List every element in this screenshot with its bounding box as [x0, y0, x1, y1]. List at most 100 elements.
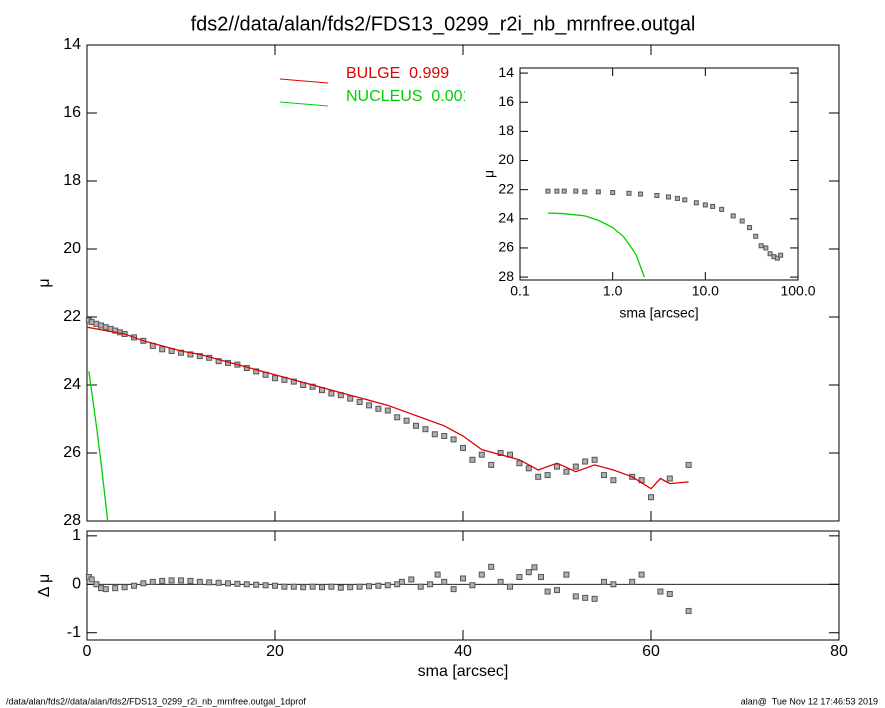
x-tick-label: 100.0: [780, 283, 815, 299]
y-tick-label: 18: [63, 172, 81, 189]
data-point: [375, 405, 382, 412]
data-point: [168, 577, 175, 584]
y-tick-label: 26: [63, 444, 81, 461]
legend-line: [279, 101, 329, 107]
data-point: [545, 188, 551, 194]
x-tick-label: 60: [642, 643, 660, 660]
y-tick-label: 18: [498, 122, 514, 138]
data-point: [516, 460, 523, 467]
data-point: [427, 581, 434, 588]
data-point: [582, 458, 589, 465]
data-point: [582, 594, 589, 601]
data-point: [778, 252, 784, 258]
legend-label: BULGE 0.999: [346, 65, 449, 82]
data-point: [328, 390, 335, 397]
data-point: [375, 582, 382, 589]
data-point: [253, 368, 260, 375]
data-point: [290, 378, 297, 385]
y-tick-label: 20: [63, 240, 81, 257]
data-point: [629, 578, 636, 585]
data-point: [366, 402, 372, 409]
data-point: [309, 383, 316, 390]
data-point: [337, 584, 344, 591]
data-point: [300, 584, 307, 591]
data-point: [497, 450, 504, 456]
data-point: [309, 583, 316, 590]
data-point: [525, 465, 532, 472]
chart-title: fds2//data/alan/fds2/FDS13_0299_r2i_nb_m…: [191, 13, 696, 35]
data-point: [582, 189, 588, 195]
data-point: [149, 578, 156, 585]
data-point: [187, 577, 194, 584]
y-axis-label: Δ μ: [36, 574, 53, 597]
data-point: [531, 564, 538, 571]
y-tick-label: 14: [63, 36, 81, 53]
data-point: [215, 579, 222, 586]
data-point: [666, 475, 673, 482]
x-tick-label: 40: [454, 643, 472, 660]
data-point: [610, 581, 617, 588]
data-point: [469, 582, 476, 589]
data-point: [666, 590, 673, 597]
data-point: [469, 456, 476, 463]
data-point: [178, 577, 184, 584]
y-tick-label: 26: [498, 239, 514, 255]
data-point: [648, 494, 654, 501]
x-tick-label: 10.0: [692, 283, 719, 299]
data-point: [450, 436, 457, 443]
x-tick-label: 0: [83, 643, 92, 660]
data-point: [460, 575, 466, 582]
data-point: [290, 583, 297, 590]
data-point: [206, 579, 213, 586]
data-point: [102, 586, 109, 593]
data-point: [595, 189, 601, 195]
data-point: [272, 582, 278, 589]
y-tick-label: 28: [498, 268, 514, 284]
data-point: [196, 353, 203, 360]
x-axis-label: sma [arcsec]: [418, 663, 509, 680]
x-tick-label: 80: [830, 643, 848, 660]
data-point: [719, 206, 725, 212]
data-point: [243, 581, 250, 588]
data-point: [434, 571, 441, 578]
data-point: [234, 580, 241, 587]
y-tick-label: 14: [498, 64, 514, 80]
x-tick-label: 1.0: [603, 283, 623, 299]
data-point: [93, 581, 100, 588]
data-point: [441, 433, 448, 439]
data-point: [347, 584, 354, 591]
y-tick-label: 20: [498, 151, 514, 167]
data-point: [753, 233, 759, 239]
x-tick-label: 0.1: [510, 283, 530, 299]
data-point: [610, 477, 617, 484]
y-tick-label: -1: [67, 624, 81, 641]
legend-line: [279, 78, 329, 84]
data-point: [112, 585, 119, 592]
data-point: [665, 194, 671, 200]
y-tick-label: 0: [72, 576, 81, 593]
y-tick-label: 16: [63, 104, 81, 121]
data-point: [710, 203, 716, 209]
data-point: [685, 461, 692, 468]
data-point: [187, 351, 194, 358]
y-tick-label: 22: [498, 180, 514, 196]
data-point: [497, 578, 504, 585]
data-point: [140, 580, 147, 587]
x-tick-label: 20: [266, 643, 284, 660]
data-point: [601, 472, 607, 479]
data-point: [196, 578, 203, 585]
data-point: [747, 225, 753, 231]
data-point: [554, 463, 560, 470]
data-point: [366, 583, 372, 590]
y-tick-label: 24: [63, 376, 81, 393]
data-point: [739, 218, 745, 224]
data-point: [544, 588, 551, 595]
data-point: [763, 245, 769, 251]
data-point: [654, 192, 660, 198]
data-point: [544, 472, 551, 479]
series-line: [547, 212, 646, 278]
x-axis-label: sma [arcsec]: [619, 305, 698, 321]
y-axis-label: μ: [481, 170, 497, 178]
data-point: [478, 571, 485, 578]
